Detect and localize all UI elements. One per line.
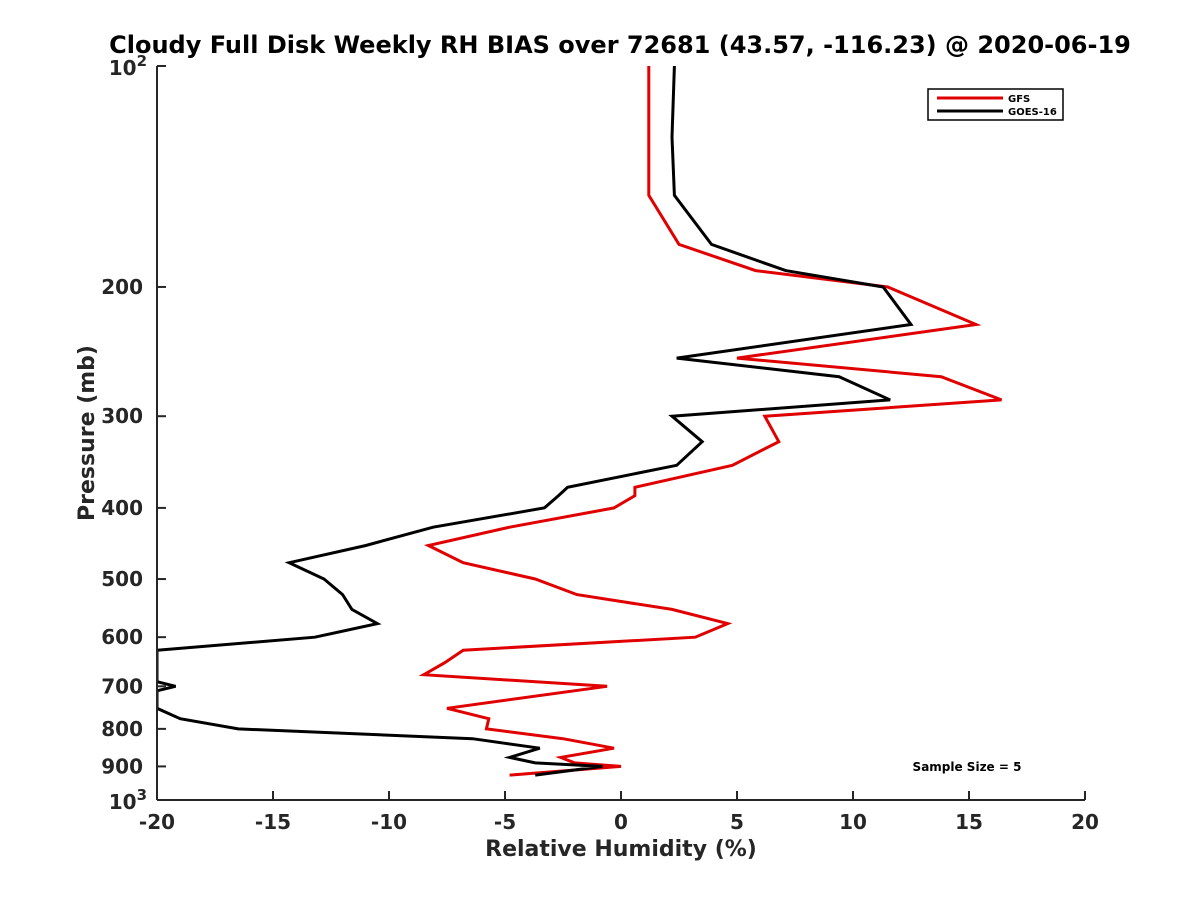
y-tick-label: 800: [101, 717, 143, 741]
y-tick-label: 900: [101, 754, 143, 778]
x-tick-label: 20: [1071, 810, 1099, 834]
y-tick-label: 700: [101, 674, 143, 698]
y-tick-label: 500: [101, 567, 143, 591]
x-tick-label: 10: [839, 810, 867, 834]
plot-area: [157, 66, 1085, 800]
plot-background: [157, 66, 1085, 800]
sample-size-annotation: Sample Size = 5: [913, 760, 1022, 774]
x-tick-label: -10: [371, 810, 407, 834]
legend-label-gfs: GFS: [1008, 94, 1030, 105]
y-tick-label: 103: [109, 786, 147, 814]
axes-layer: -20 -15 -10 -5 0 5 10 15 20 102 200 300 400 500 600 700…: [101, 52, 1099, 834]
y-tick-label: 400: [101, 496, 143, 520]
x-tick-label: -5: [494, 810, 516, 834]
y-tick-label: 102: [109, 52, 147, 80]
chart-title: Cloudy Full Disk Weekly RH BIAS over 726…: [109, 31, 1131, 59]
series-line-goes-16: [157, 66, 914, 777]
legend-label-goes-16: GOES-16: [1008, 107, 1057, 118]
x-tick-label: 15: [955, 810, 983, 834]
x-tick-label: -15: [255, 810, 291, 834]
y-tick-label: 300: [101, 404, 143, 428]
legend-box: [927, 88, 1064, 121]
y-axis-label: Pressure (mb): [75, 345, 100, 521]
x-tick-label: 5: [730, 810, 744, 834]
series-layer: [157, 66, 1003, 777]
series-line-gfs: [418, 66, 1003, 777]
x-tick-label: -20: [139, 810, 175, 834]
x-axis-label: Relative Humidity (%): [485, 837, 757, 862]
y-tick-label: 200: [101, 275, 143, 299]
legend: GFS GOES-16: [927, 88, 1064, 121]
y-tick-label: 600: [101, 625, 143, 649]
x-tick-label: 0: [614, 810, 628, 834]
